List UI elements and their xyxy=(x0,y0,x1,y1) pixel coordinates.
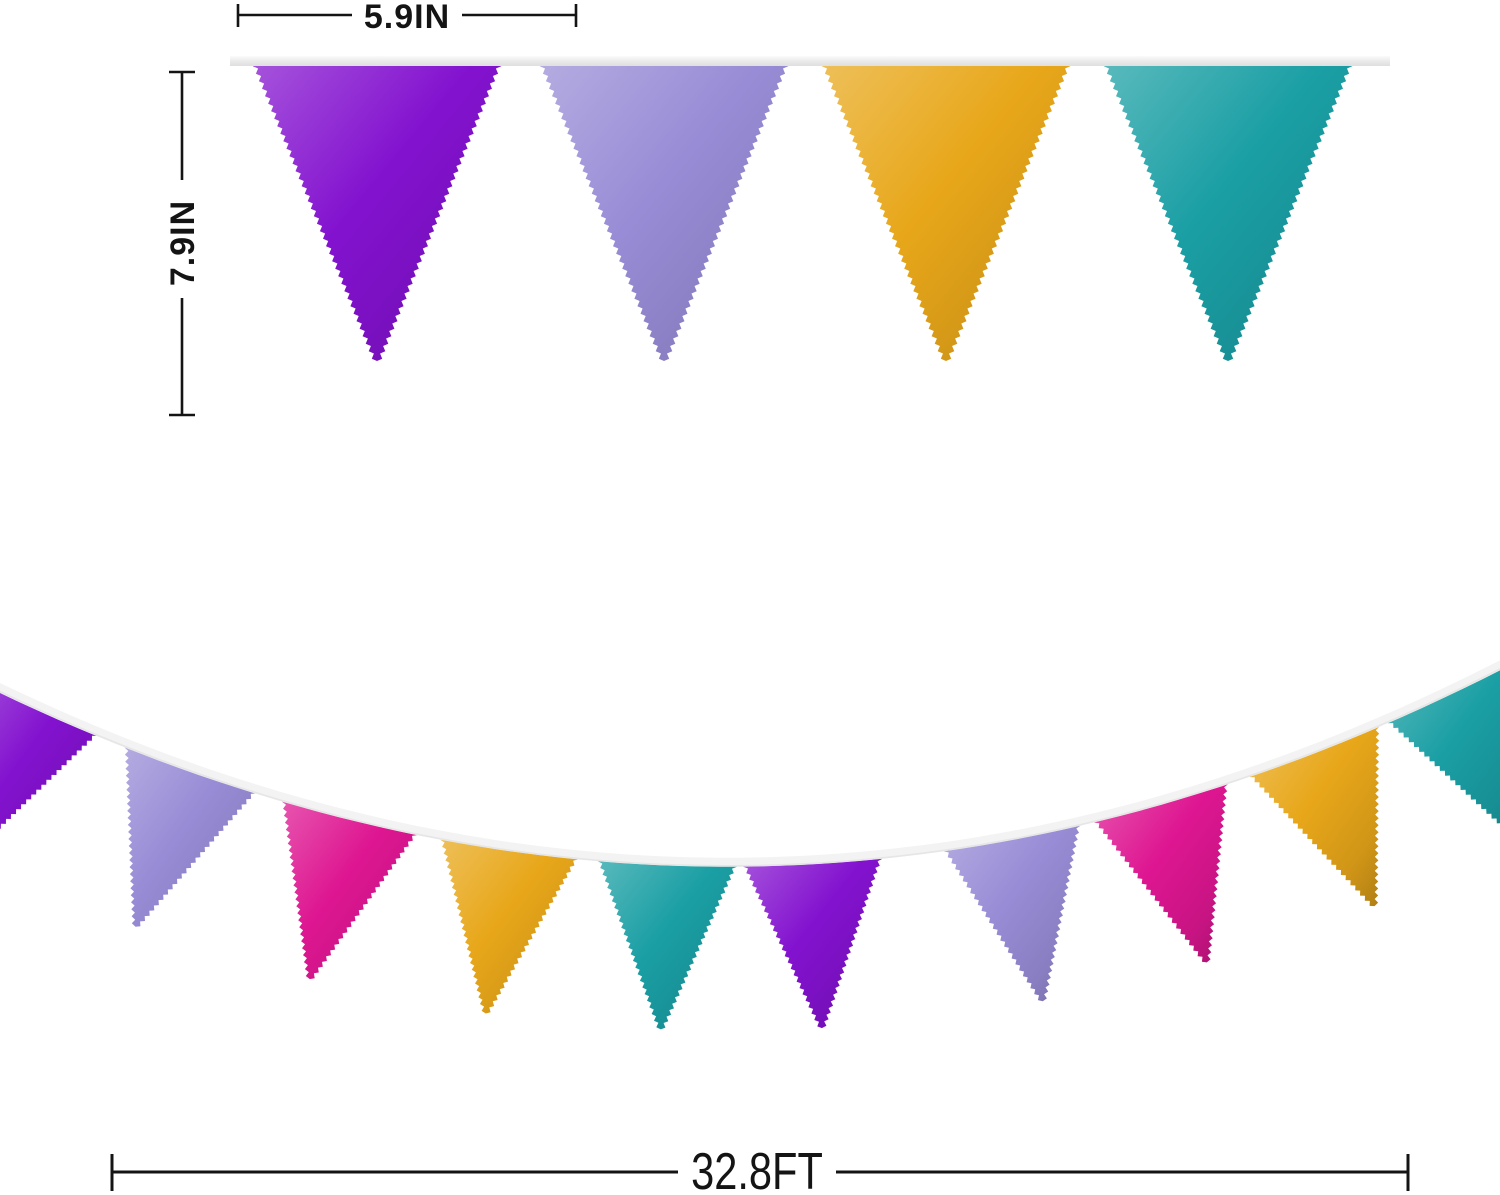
hanging-string-shadow xyxy=(0,668,1500,867)
width-dimension: 5.9IN xyxy=(236,0,578,36)
length-dimension-label: 32.8FT xyxy=(691,1142,823,1195)
height-dimension-label: 7.9IN xyxy=(164,200,202,286)
pennant-flag-gold xyxy=(1249,723,1380,907)
pennant-flag-lavender xyxy=(943,821,1081,1002)
pennant-flag-teal xyxy=(1388,664,1500,824)
pennant-flag-magenta xyxy=(282,797,417,980)
top-banner xyxy=(230,56,1390,361)
pennant-flag-gold xyxy=(821,61,1071,361)
pennant-flag-gold xyxy=(440,835,578,1014)
width-dimension-label: 5.9IN xyxy=(364,0,450,36)
bottom-banner xyxy=(0,660,1500,1030)
pennant-flag-teal xyxy=(1103,61,1353,361)
pennant-flag-purple xyxy=(743,854,882,1029)
length-dimension: 32.8FT xyxy=(110,1142,1410,1195)
pennant-flag-teal xyxy=(597,856,737,1030)
hanging-string xyxy=(0,660,1500,867)
pennant-flag-magenta xyxy=(1094,780,1228,963)
pennant-flag-lavender xyxy=(539,61,789,361)
pennant-flag-purple xyxy=(252,61,502,361)
height-dimension: 7.9IN xyxy=(164,70,202,417)
pennant-flag-purple xyxy=(0,687,97,829)
pennant-flag-lavender xyxy=(124,744,256,927)
hanging-ribbon xyxy=(230,56,1390,66)
